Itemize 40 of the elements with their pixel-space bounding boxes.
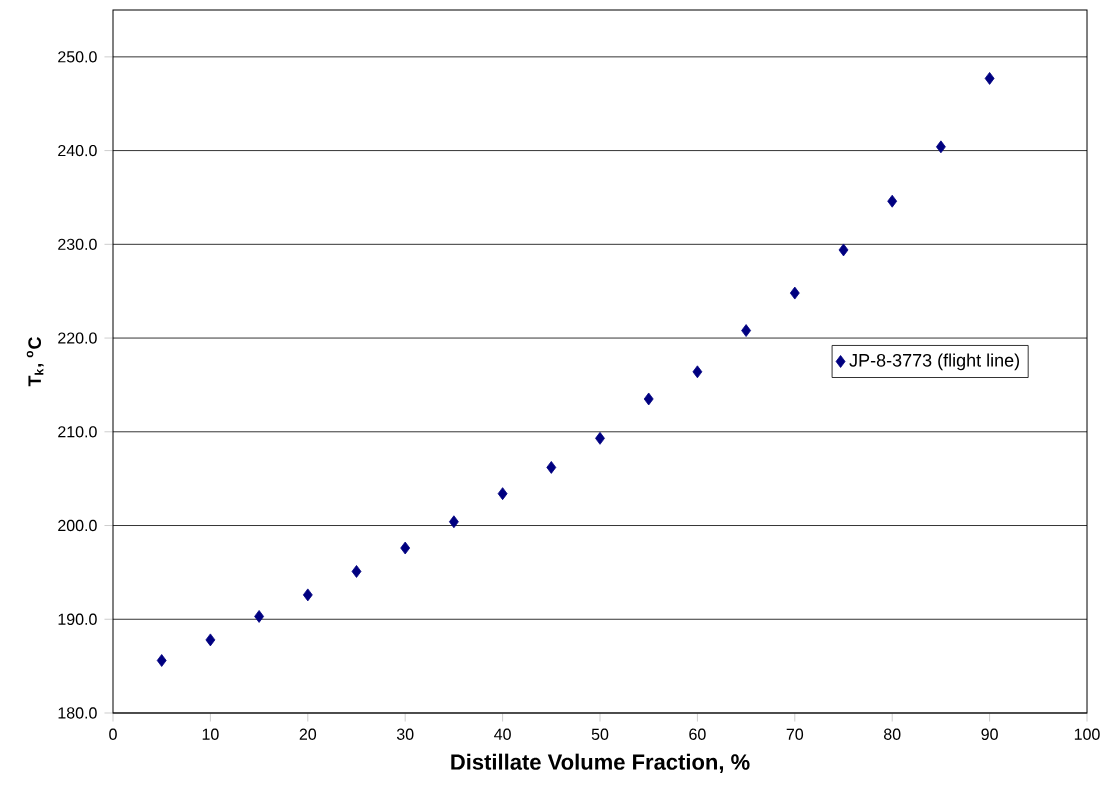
point <box>351 565 362 578</box>
x-tick-label: 50 <box>591 728 609 740</box>
point <box>838 243 849 257</box>
y-tick-label: 180.0 <box>58 707 97 719</box>
point <box>497 487 508 501</box>
point <box>789 286 800 300</box>
y-tick-label: 200.0 <box>58 519 97 532</box>
point <box>643 392 654 406</box>
x-tick-label: 20 <box>299 728 317 740</box>
point <box>546 461 557 474</box>
point <box>449 515 459 529</box>
x-tick-label: 90 <box>981 728 998 740</box>
point <box>692 365 703 379</box>
point <box>887 194 898 208</box>
y-axis-title: T$_{k}$, $^{o}$C <box>26 336 44 387</box>
x-tick-label: 70 <box>786 728 804 740</box>
x-tick-label: 40 <box>494 728 511 740</box>
point <box>254 610 264 623</box>
point <box>984 72 995 85</box>
point <box>156 654 167 667</box>
y-tick-label: 250.0 <box>58 51 97 63</box>
x-tick-label: 60 <box>689 728 706 740</box>
point <box>741 324 752 337</box>
y-tick-label: 210.0 <box>58 426 97 438</box>
point <box>595 431 605 445</box>
x-tick-label: 10 <box>202 728 219 740</box>
y-tick-label: 220.0 <box>58 332 97 344</box>
y-tick-label: 240.0 <box>58 144 97 157</box>
x-tick-label: 80 <box>884 728 901 740</box>
y-tick-label: 230.0 <box>58 238 97 250</box>
y-tick-label: 190.0 <box>58 613 97 625</box>
x-tick-label: 0 <box>109 728 117 740</box>
x-tick-label: 100 <box>1074 728 1100 740</box>
point <box>205 633 216 647</box>
legend-label: JP-8-3773 (flight line) <box>849 353 1020 371</box>
point <box>302 588 313 602</box>
x-tick-label: 30 <box>396 728 414 740</box>
x-axis-title: Distillate Volume Fraction, % <box>451 753 750 774</box>
point <box>400 541 411 555</box>
point <box>936 140 946 154</box>
